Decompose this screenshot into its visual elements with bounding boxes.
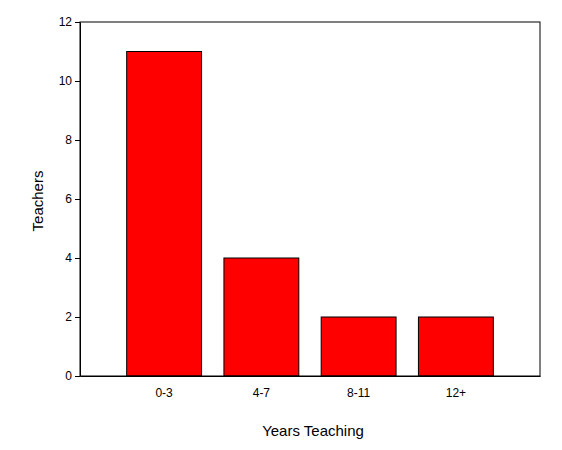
y-tick-mark: [75, 258, 80, 259]
y-tick-label: 4: [65, 251, 72, 265]
x-tick: 8-11: [347, 376, 370, 400]
bar: [127, 52, 202, 377]
x-tick-label: 8-11: [347, 386, 370, 400]
y-axis-title: Teachers: [29, 171, 46, 232]
chart: 0 2 4 6 8 10 12 0-3 4-7 8-11 12+ Years Teaching Teac…: [0, 0, 562, 450]
x-tick-label: 4-7: [253, 386, 271, 400]
y-tick: 2: [65, 310, 80, 324]
x-axis: 0-3 4-7 8-11 12+: [81, 376, 541, 400]
plot-frame: [80, 22, 540, 376]
y-tick: 0: [65, 369, 80, 383]
y-tick-mark: [75, 81, 80, 82]
y-axis: 0 2 4 6 8 10 12: [59, 15, 81, 383]
y-tick: 6: [65, 192, 80, 206]
bar: [418, 317, 493, 376]
x-tick: 0-3: [155, 376, 173, 400]
y-tick-mark: [75, 317, 80, 318]
y-tick: 10: [59, 74, 80, 88]
y-tick: 12: [59, 15, 80, 29]
y-tick: 8: [65, 133, 80, 147]
y-tick-label: 6: [65, 192, 72, 206]
x-tick: 12+: [446, 376, 466, 400]
bars: [127, 52, 494, 377]
y-tick-mark: [75, 199, 80, 200]
y-tick-label: 8: [65, 133, 72, 147]
y-axis-line: [80, 23, 81, 377]
y-tick-label: 10: [59, 74, 73, 88]
y-tick-label: 0: [65, 369, 72, 383]
x-tick: 4-7: [253, 376, 271, 400]
x-tick-label: 12+: [446, 386, 466, 400]
x-axis-title: Years Teaching: [262, 422, 364, 439]
bar: [321, 317, 396, 376]
y-tick: 4: [65, 251, 80, 265]
y-tick-mark: [75, 140, 80, 141]
y-tick-label: 2: [65, 310, 72, 324]
y-tick-mark: [75, 22, 80, 23]
y-tick-mark: [75, 376, 80, 377]
bar: [224, 258, 299, 376]
x-tick-label: 0-3: [155, 386, 173, 400]
x-axis-line: [81, 376, 541, 377]
y-tick-label: 12: [59, 15, 73, 29]
